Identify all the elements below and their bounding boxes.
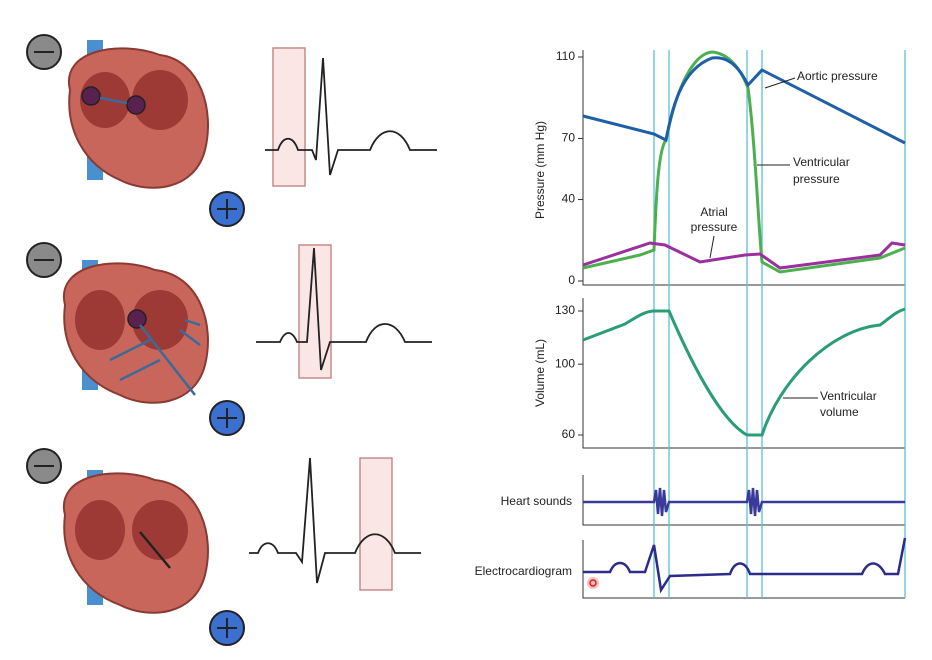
axis xyxy=(582,475,905,526)
row-label: Electrocardiogram xyxy=(475,564,572,578)
minus-buttons xyxy=(26,34,62,484)
axis-label: Pressure (mm Hg) xyxy=(533,121,547,219)
annotation: pressure xyxy=(691,220,738,234)
axis xyxy=(582,50,905,286)
y-tick-label: 70 xyxy=(562,131,576,145)
axis xyxy=(582,298,905,449)
phase-lines xyxy=(653,50,906,598)
aortic-pressure-curve xyxy=(582,56,906,145)
pressure-panel: Pressure (mm Hg) 0 40 70 110 xyxy=(533,49,905,287)
annotation: volume xyxy=(820,405,859,419)
y-tick-label: 60 xyxy=(562,427,576,441)
y-tick-label: 130 xyxy=(555,303,575,317)
y-tick-label: 0 xyxy=(568,273,575,287)
plus-buttons xyxy=(209,191,245,646)
atrial-pressure-curve xyxy=(582,241,906,270)
heart-illustrations xyxy=(26,34,245,646)
axis xyxy=(582,540,905,599)
heart-3 xyxy=(62,470,209,614)
cursor-dot xyxy=(589,579,597,587)
annotation: Aortic pressure xyxy=(797,69,878,83)
axis-label: Volume (mL) xyxy=(533,339,547,407)
heart-1 xyxy=(67,40,209,189)
cursor-dot xyxy=(587,577,599,589)
heart-sounds-trace xyxy=(583,487,905,517)
y-tick-label: 110 xyxy=(556,49,575,63)
annotation: Ventricular xyxy=(820,389,877,403)
y-tick-label: 100 xyxy=(555,356,575,370)
annotations: Aortic pressure Ventricular pressure Atr… xyxy=(475,69,878,578)
ventricular-pressure-curve xyxy=(582,50,906,274)
heart-2 xyxy=(62,260,209,404)
annotation: pressure xyxy=(793,172,840,186)
ecg-illustrations xyxy=(249,47,437,591)
ecg-trace xyxy=(583,537,907,594)
annotation: Ventricular xyxy=(793,155,850,169)
volume-panel: Volume (mL) 60 100 130 xyxy=(533,298,905,449)
y-tick-label: 40 xyxy=(562,192,576,206)
ventricular-volume-curve xyxy=(582,307,906,437)
row-label: Heart sounds xyxy=(501,494,572,508)
annotation: Atrial xyxy=(700,205,727,219)
